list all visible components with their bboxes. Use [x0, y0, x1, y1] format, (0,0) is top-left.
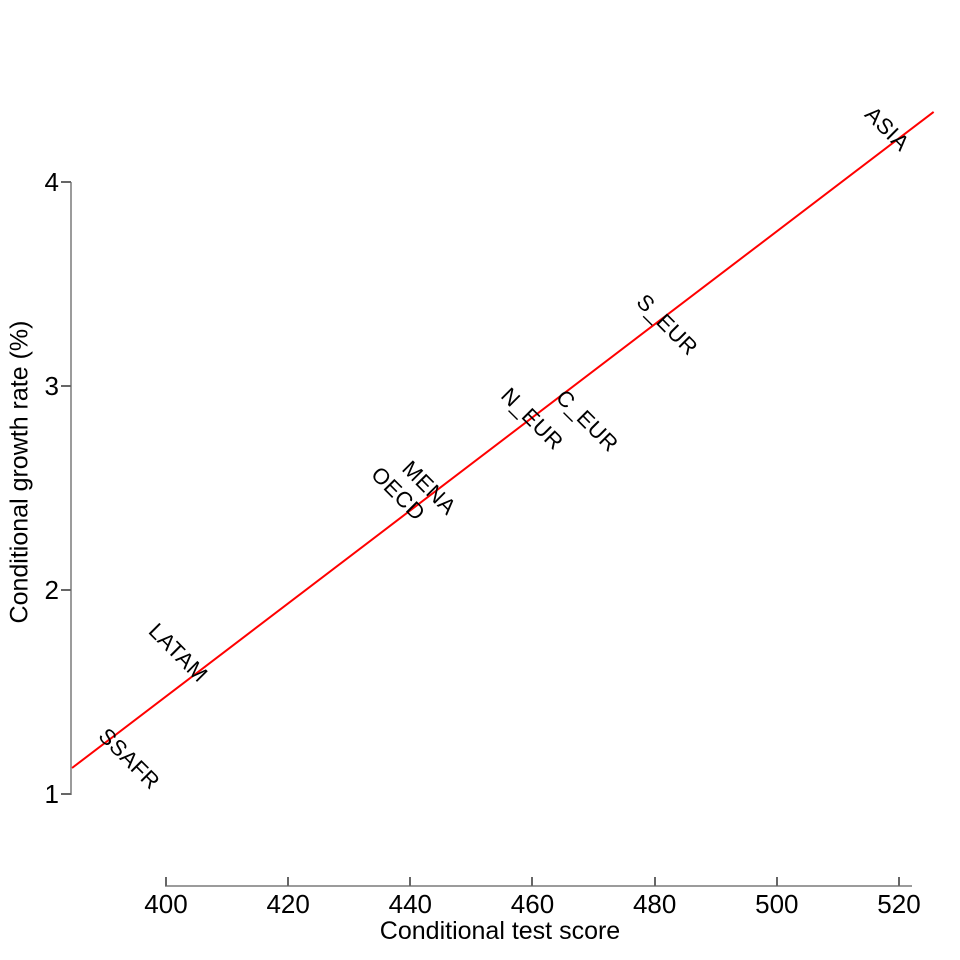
x-tick-label: 480: [632, 889, 677, 919]
y-axis-title: Conditional growth rate (%): [5, 320, 34, 624]
y-tick-label: 1: [44, 779, 59, 809]
x-tick-mark: [287, 877, 290, 886]
y-axis-line: [70, 182, 72, 795]
x-tick-label: 440: [388, 889, 433, 919]
x-axis-title: Conditional test score: [379, 917, 621, 945]
y-tick-label: 3: [44, 371, 59, 401]
y-tick-label: 2: [44, 575, 59, 605]
x-tick-label: 400: [144, 889, 188, 919]
x-tick-mark: [531, 877, 534, 886]
x-tick-label: 420: [266, 889, 310, 919]
x-tick-mark: [775, 877, 778, 886]
x-tick-mark: [409, 877, 412, 886]
point-label-n_eur: N_EUR: [496, 382, 569, 455]
y-tick-mark: [61, 181, 71, 183]
x-tick-mark: [165, 877, 167, 886]
point-label-ssafr: SSAFR: [94, 723, 166, 795]
x-tick-label: 520: [877, 889, 921, 919]
y-tick-mark: [61, 589, 71, 591]
point-label-s_eur: S_EUR: [631, 288, 703, 361]
x-tick-mark: [897, 877, 900, 886]
x-tick-label: 460: [510, 889, 555, 919]
y-tick-mark: [61, 385, 71, 387]
x-tick-mark: [653, 877, 656, 886]
x-axis-line: [165, 885, 912, 887]
x-tick-label: 500: [755, 889, 799, 919]
point-label-latam: LATAM: [144, 618, 214, 688]
y-tick-label: 4: [44, 167, 59, 197]
point-label-c_eur: C_EUR: [551, 384, 624, 457]
y-tick-mark: [61, 793, 71, 795]
